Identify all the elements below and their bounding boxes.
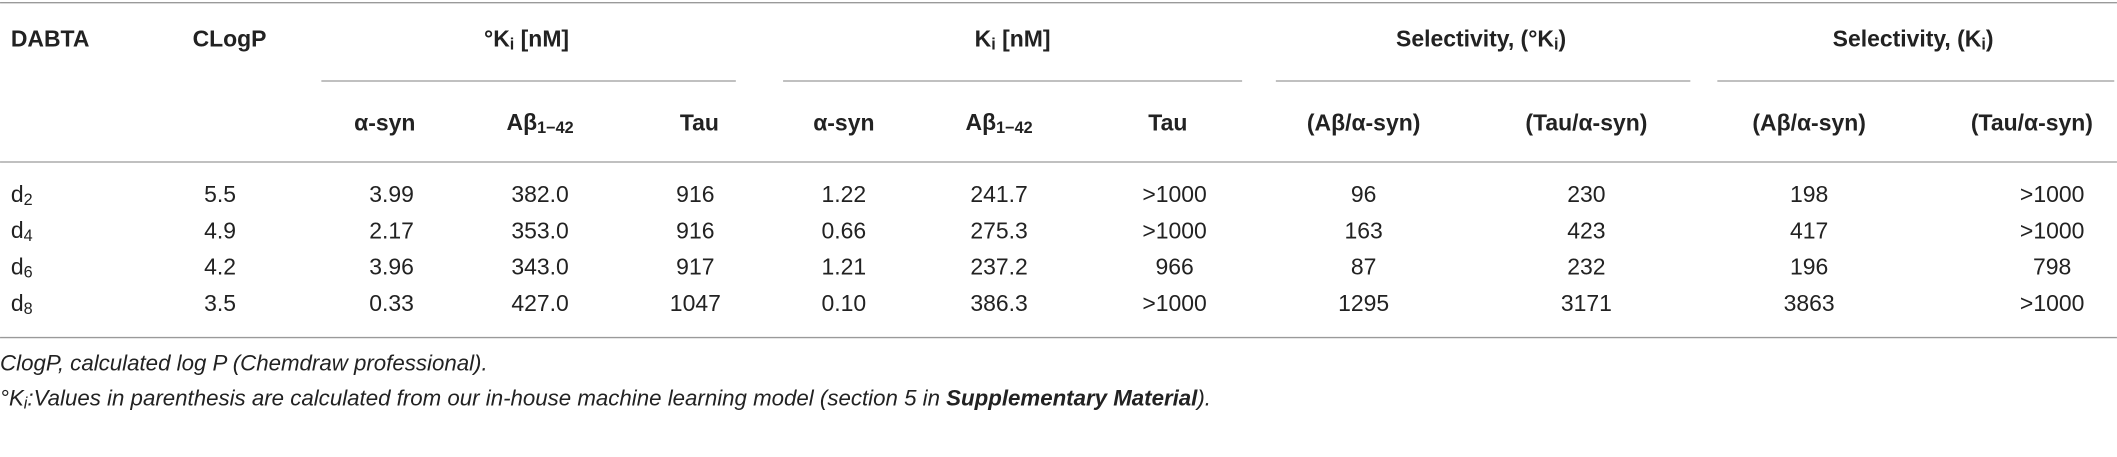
sub-header: (Aβ/α-syn): [1752, 109, 1865, 135]
cell: 1.21: [822, 254, 867, 280]
subscript: i: [510, 36, 514, 54]
cell: 916: [676, 217, 714, 243]
text-segment: ): [1558, 26, 1566, 52]
footnote: °Ki:Values in parenthesis are calculated…: [0, 386, 1211, 413]
cell: 232: [1567, 254, 1605, 280]
subscript: i: [24, 395, 28, 413]
cell: 196: [1790, 254, 1828, 280]
cell: 3863: [1784, 290, 1835, 316]
text-segment: Selectivity, (°K: [1396, 26, 1554, 52]
column-header: CLogP: [193, 26, 267, 52]
column-header: °Ki [nM]: [484, 26, 569, 54]
text-segment: ): [1986, 26, 1994, 52]
cell: 0.66: [822, 217, 867, 243]
cell: 198: [1790, 181, 1828, 207]
text-segment: [nM]: [514, 26, 569, 52]
cell: 343.0: [511, 254, 568, 280]
sub-header: Aβ1−42: [966, 109, 1033, 137]
cell: 423: [1567, 217, 1605, 243]
sub-header: Tau: [1148, 109, 1187, 135]
text-segment: d: [11, 217, 24, 243]
footnote: ClogP, calculated log P (Chemdraw profes…: [0, 350, 488, 375]
cell: 353.0: [511, 217, 568, 243]
cell: >1000: [2020, 181, 2084, 207]
text-segment: K: [975, 26, 992, 52]
cell: >1000: [2020, 290, 2084, 316]
subscript: 1−42: [537, 119, 573, 137]
cell: >1000: [1142, 217, 1206, 243]
cell: d4: [11, 217, 33, 245]
subscript: 2: [24, 191, 33, 209]
cell: d6: [11, 254, 33, 282]
cell: 163: [1344, 217, 1382, 243]
column-header: Selectivity, (Ki): [1833, 26, 1994, 54]
cell: 427.0: [511, 290, 568, 316]
text-segment: Selectivity, (K: [1833, 26, 1982, 52]
cell: >1000: [1142, 290, 1206, 316]
subscript: i: [1554, 36, 1558, 54]
cell: 966: [1155, 254, 1193, 280]
cell: 4.2: [204, 254, 236, 280]
text-segment: Aβ: [507, 109, 538, 135]
text-segment: Aβ: [966, 109, 997, 135]
text-segment: d: [11, 290, 24, 316]
text-segment: ).: [1194, 386, 1211, 411]
column-header: Selectivity, (°Ki): [1396, 26, 1566, 54]
cell: 3.96: [369, 254, 414, 280]
text-segment: d: [11, 181, 24, 207]
sub-header: (Tau/α-syn): [1971, 109, 2093, 135]
subscript: 8: [24, 300, 33, 318]
cell: 1295: [1338, 290, 1389, 316]
cell: 3171: [1561, 290, 1612, 316]
column-header: Ki [nM]: [975, 26, 1051, 54]
cell: 1047: [670, 290, 721, 316]
cell: 230: [1567, 181, 1605, 207]
subscript: i: [991, 36, 995, 54]
sub-header: Aβ1−42: [507, 109, 574, 137]
cell: d2: [11, 181, 33, 209]
sub-header: α-syn: [813, 109, 874, 135]
sub-header: (Aβ/α-syn): [1307, 109, 1420, 135]
cell: 3.99: [369, 181, 414, 207]
cell: >1000: [2020, 217, 2084, 243]
cell: 2.17: [369, 217, 414, 243]
subscript: 6: [24, 264, 33, 282]
cell: 0.10: [822, 290, 867, 316]
cell: 798: [2033, 254, 2071, 280]
cell: 386.3: [970, 290, 1027, 316]
subscript: 4: [24, 227, 33, 245]
cell: 0.33: [369, 290, 414, 316]
subscript: 1−42: [996, 119, 1032, 137]
cell: 3.5: [204, 290, 236, 316]
subscript: i: [1981, 36, 1986, 54]
column-header: DABTA: [11, 26, 90, 52]
cell: 237.2: [970, 254, 1027, 280]
cell: 382.0: [511, 181, 568, 207]
cell: 275.3: [970, 217, 1027, 243]
text-segment: [nM]: [996, 26, 1051, 52]
cell: d8: [11, 290, 33, 318]
text-segment: °K: [484, 26, 510, 52]
cell: 87: [1351, 254, 1377, 280]
cell: 241.7: [970, 181, 1027, 207]
cell: 1.22: [822, 181, 867, 207]
cell: 916: [676, 181, 714, 207]
cell: 4.9: [204, 217, 236, 243]
text-segment: :Values in parenthesis are calculated fr…: [27, 386, 946, 411]
text-segment: °K: [0, 386, 25, 411]
cell: >1000: [1142, 181, 1206, 207]
cell: 917: [676, 254, 714, 280]
sub-header: α-syn: [354, 109, 415, 135]
cell: 96: [1351, 181, 1377, 207]
sub-header: (Tau/α-syn): [1525, 109, 1647, 135]
cell: 5.5: [204, 181, 236, 207]
sub-header: Tau: [680, 109, 719, 135]
text-segment: d: [11, 254, 24, 280]
bold-text: Supplementary Material: [946, 386, 1198, 411]
cell: 417: [1790, 217, 1828, 243]
